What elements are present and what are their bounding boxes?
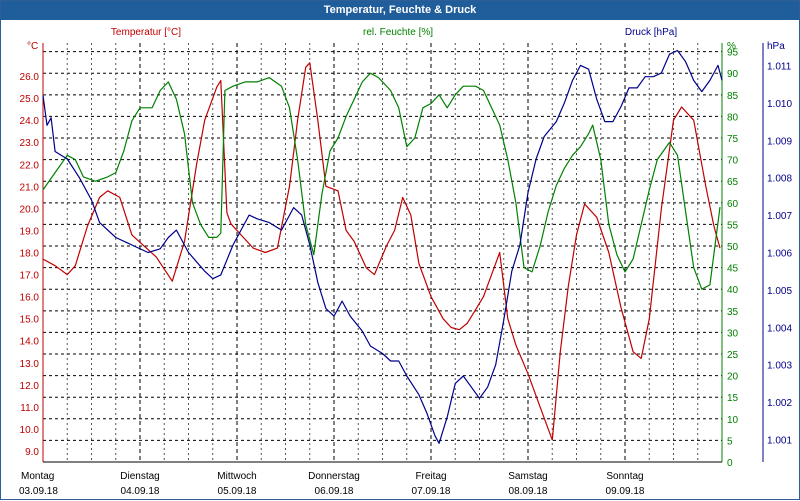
x-tick-weekday: Mittwoch xyxy=(217,471,256,482)
pressure-line xyxy=(42,49,723,444)
legend-pressure: Druck [hPa] xyxy=(625,27,677,38)
temp-tick-label: 13.0 xyxy=(20,359,40,370)
hum-tick-label: 20 xyxy=(727,372,739,383)
hum-tick-label: 40 xyxy=(727,285,739,296)
hum-tick-label: 15 xyxy=(727,393,739,404)
hum-tick-label: 90 xyxy=(727,69,739,80)
temp-tick-label: 19.0 xyxy=(20,226,40,237)
x-tick-date: 05.09.18 xyxy=(218,486,257,497)
window-title: Temperatur, Feuchte & Druck xyxy=(1,1,799,20)
humidity-line xyxy=(42,72,721,290)
hum-tick-label: 95 xyxy=(727,48,739,59)
temp-tick-label: 9.0 xyxy=(25,447,39,458)
press-tick-label: 1.003 xyxy=(767,361,792,372)
x-tick-weekday: Donnerstag xyxy=(308,471,360,482)
hum-tick-label: 55 xyxy=(727,220,739,231)
temp-tick-label: 26.0 xyxy=(20,72,40,83)
temp-tick-label: 21.0 xyxy=(20,182,40,193)
press-tick-label: 1.010 xyxy=(767,99,792,110)
x-tick-weekday: Freitag xyxy=(415,471,446,482)
hum-tick-label: 30 xyxy=(727,328,739,339)
hum-tick-label: 25 xyxy=(727,350,739,361)
hum-unit-label: % xyxy=(727,41,736,52)
press-tick-label: 1.004 xyxy=(767,323,792,334)
temp-tick-label: 10.0 xyxy=(20,425,40,436)
temp-tick-label: 14.0 xyxy=(20,337,40,348)
press-tick-label: 1.007 xyxy=(767,211,792,222)
press-tick-label: 1.001 xyxy=(767,436,792,447)
x-tick-date: 03.09.18 xyxy=(19,486,58,497)
temperature-line xyxy=(42,62,721,441)
hum-tick-label: 70 xyxy=(727,156,739,167)
hum-tick-label: 10 xyxy=(727,415,739,426)
temp-tick-label: 18.0 xyxy=(20,249,40,260)
temp-tick-label: 17.0 xyxy=(20,271,40,282)
press-tick-label: 1.006 xyxy=(767,249,792,260)
temp-tick-label: 25.0 xyxy=(20,94,40,105)
x-tick-date: 08.09.18 xyxy=(509,486,548,497)
grid-lines xyxy=(42,43,764,463)
x-tick-weekday: Samstag xyxy=(508,471,547,482)
x-tick-date: 06.09.18 xyxy=(315,486,354,497)
hum-tick-label: 35 xyxy=(727,307,739,318)
temp-tick-label: 20.0 xyxy=(20,204,40,215)
hum-tick-label: 5 xyxy=(727,436,733,447)
x-tick-weekday: Sonntag xyxy=(606,471,643,482)
hum-tick-label: 50 xyxy=(727,242,739,253)
legend-temperature: Temperatur [°C] xyxy=(111,27,181,38)
temp-tick-label: 23.0 xyxy=(20,138,40,149)
press-unit-label: hPa xyxy=(767,41,785,52)
x-tick-date: 04.09.18 xyxy=(121,486,160,497)
legend-humidity: rel. Feuchte [%] xyxy=(363,27,433,38)
hum-tick-label: 65 xyxy=(727,177,739,188)
hum-tick-label: 60 xyxy=(727,199,739,210)
x-tick-weekday: Montag xyxy=(21,471,54,482)
press-tick-label: 1.009 xyxy=(767,136,792,147)
temp-tick-label: 24.0 xyxy=(20,116,40,127)
press-tick-label: 1.011 xyxy=(767,61,792,72)
hum-tick-label: 0 xyxy=(727,458,733,469)
axis-labels: 9.0 10.0 11.0 12.0 13.0 14.0 15.0 16.0 17.0 18.0 1… xyxy=(19,27,792,497)
press-tick-label: 1.002 xyxy=(767,398,792,409)
hum-tick-label: 80 xyxy=(727,112,739,123)
x-tick-weekday: Dienstag xyxy=(120,471,159,482)
hum-tick-label: 85 xyxy=(727,91,739,102)
temp-tick-label: 12.0 xyxy=(20,381,40,392)
temp-tick-label: 15.0 xyxy=(20,315,40,326)
temp-tick-label: 11.0 xyxy=(20,403,39,414)
x-tick-date: 07.09.18 xyxy=(412,486,451,497)
x-tick-date: 09.09.18 xyxy=(606,486,645,497)
hum-tick-label: 75 xyxy=(727,134,739,145)
plot-area xyxy=(42,49,723,444)
press-tick-label: 1.008 xyxy=(767,174,792,185)
press-tick-label: 1.005 xyxy=(767,286,792,297)
temp-tick-label: 22.0 xyxy=(20,160,40,171)
temp-tick-label: 16.0 xyxy=(20,293,40,304)
hum-tick-label: 45 xyxy=(727,264,739,275)
temp-unit-label: °C xyxy=(27,41,38,52)
